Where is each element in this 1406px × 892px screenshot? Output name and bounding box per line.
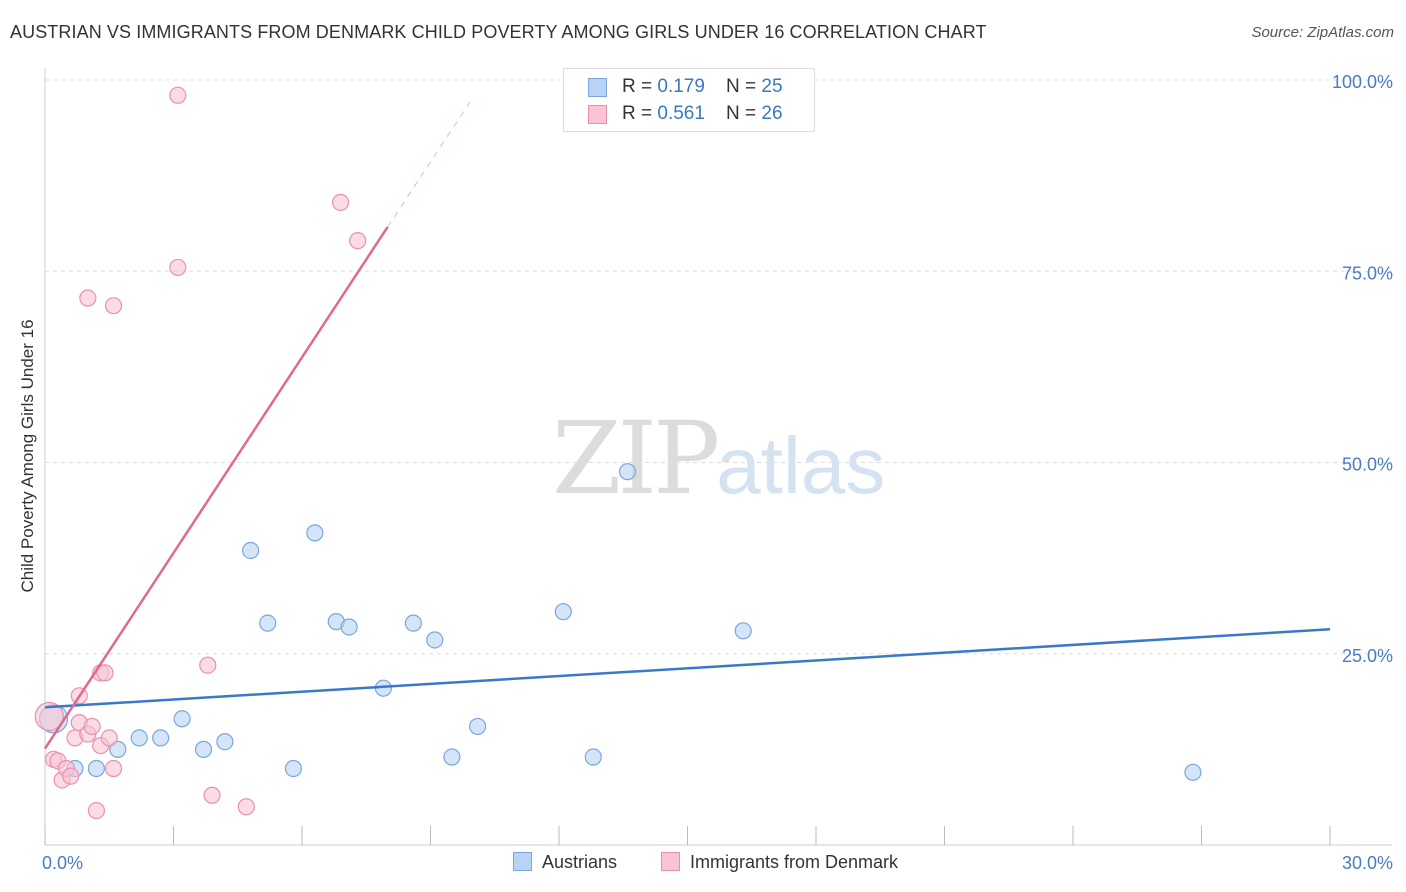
- austrian-point: [618, 463, 637, 481]
- legend-r-value: 0.179: [657, 76, 705, 97]
- watermark: ZIPatlas: [552, 400, 885, 517]
- bottom-legend-swatch-blue: [513, 852, 532, 871]
- austrian-point: [242, 541, 260, 560]
- correlation-legend: R = 0.179 N = 25 R = 0.561 N = 26: [563, 68, 815, 132]
- austrian-point: [554, 603, 572, 621]
- austrian-point: [173, 710, 191, 728]
- legend-r-value: 0.561: [657, 103, 705, 124]
- austrian-point: [194, 740, 213, 758]
- denmark-point: [169, 258, 187, 277]
- watermark-atlas: atlas: [716, 421, 886, 510]
- austrian-point: [109, 740, 127, 758]
- austrian-point: [404, 614, 422, 632]
- austrian-point: [216, 733, 234, 751]
- denmark-point: [87, 801, 106, 820]
- legend-n-label: N =: [726, 76, 762, 97]
- x-tick-label: 0.0%: [42, 853, 83, 873]
- bottom-legend-denmark: Immigrants from Denmark: [661, 852, 898, 873]
- denmark-trend-extension: [387, 96, 474, 228]
- austrian-point: [306, 524, 324, 542]
- watermark-zip: ZIP: [552, 400, 720, 517]
- denmark-point: [79, 289, 97, 307]
- y-tick-label: 75.0%: [1342, 263, 1393, 283]
- denmark-point: [104, 759, 123, 778]
- austrian-point: [584, 748, 602, 766]
- legend-n-label: N =: [726, 103, 762, 124]
- x-tick-label: 30.0%: [1342, 853, 1393, 873]
- bottom-legend-austrians: Austrians: [513, 852, 617, 873]
- denmark-point: [104, 297, 123, 315]
- denmark-point: [203, 786, 221, 804]
- bottom-legend-label: Immigrants from Denmark: [690, 852, 899, 872]
- bottom-legend-label: Austrians: [542, 852, 618, 872]
- austrian-point: [152, 729, 170, 747]
- austrian-point: [284, 759, 303, 778]
- legend-swatch-pink: [588, 105, 607, 124]
- chart-title: AUSTRIAN VS IMMIGRANTS FROM DENMARK CHIL…: [10, 22, 987, 42]
- y-tick-label: 25.0%: [1342, 646, 1393, 666]
- bottom-legend-swatch-pink: [661, 852, 680, 871]
- legend-r-label: R =: [622, 76, 658, 97]
- denmark-point: [62, 767, 80, 785]
- austrian-point: [469, 717, 487, 736]
- austrian-point: [426, 631, 444, 649]
- legend-n-value: 26: [761, 103, 783, 124]
- y-tick-label: 50.0%: [1342, 455, 1393, 475]
- denmark-point: [34, 701, 64, 732]
- source-label: Source: ZipAtlas.com: [1251, 24, 1394, 41]
- denmark-point: [96, 664, 114, 682]
- austrian-point: [259, 614, 277, 632]
- austrian-point: [87, 759, 106, 778]
- denmark-point: [199, 656, 217, 674]
- austrian-trend-line: [44, 628, 1331, 709]
- denmark-point: [237, 798, 255, 816]
- denmark-trend-line: [43, 226, 389, 750]
- austrian-point: [130, 729, 148, 747]
- denmark-point: [349, 232, 367, 250]
- denmark-point: [331, 193, 350, 211]
- denmark-point: [100, 729, 118, 747]
- legend-n-value: 25: [761, 76, 783, 97]
- legend-swatch-blue: [588, 78, 607, 97]
- austrian-point: [1184, 763, 1202, 781]
- legend-r-label: R =: [622, 103, 658, 124]
- austrian-point: [340, 618, 358, 636]
- austrian-point: [734, 622, 752, 640]
- denmark-point: [83, 717, 101, 736]
- y-tick-label: 100.0%: [1332, 72, 1393, 92]
- denmark-point: [169, 86, 187, 104]
- austrian-point: [443, 748, 461, 766]
